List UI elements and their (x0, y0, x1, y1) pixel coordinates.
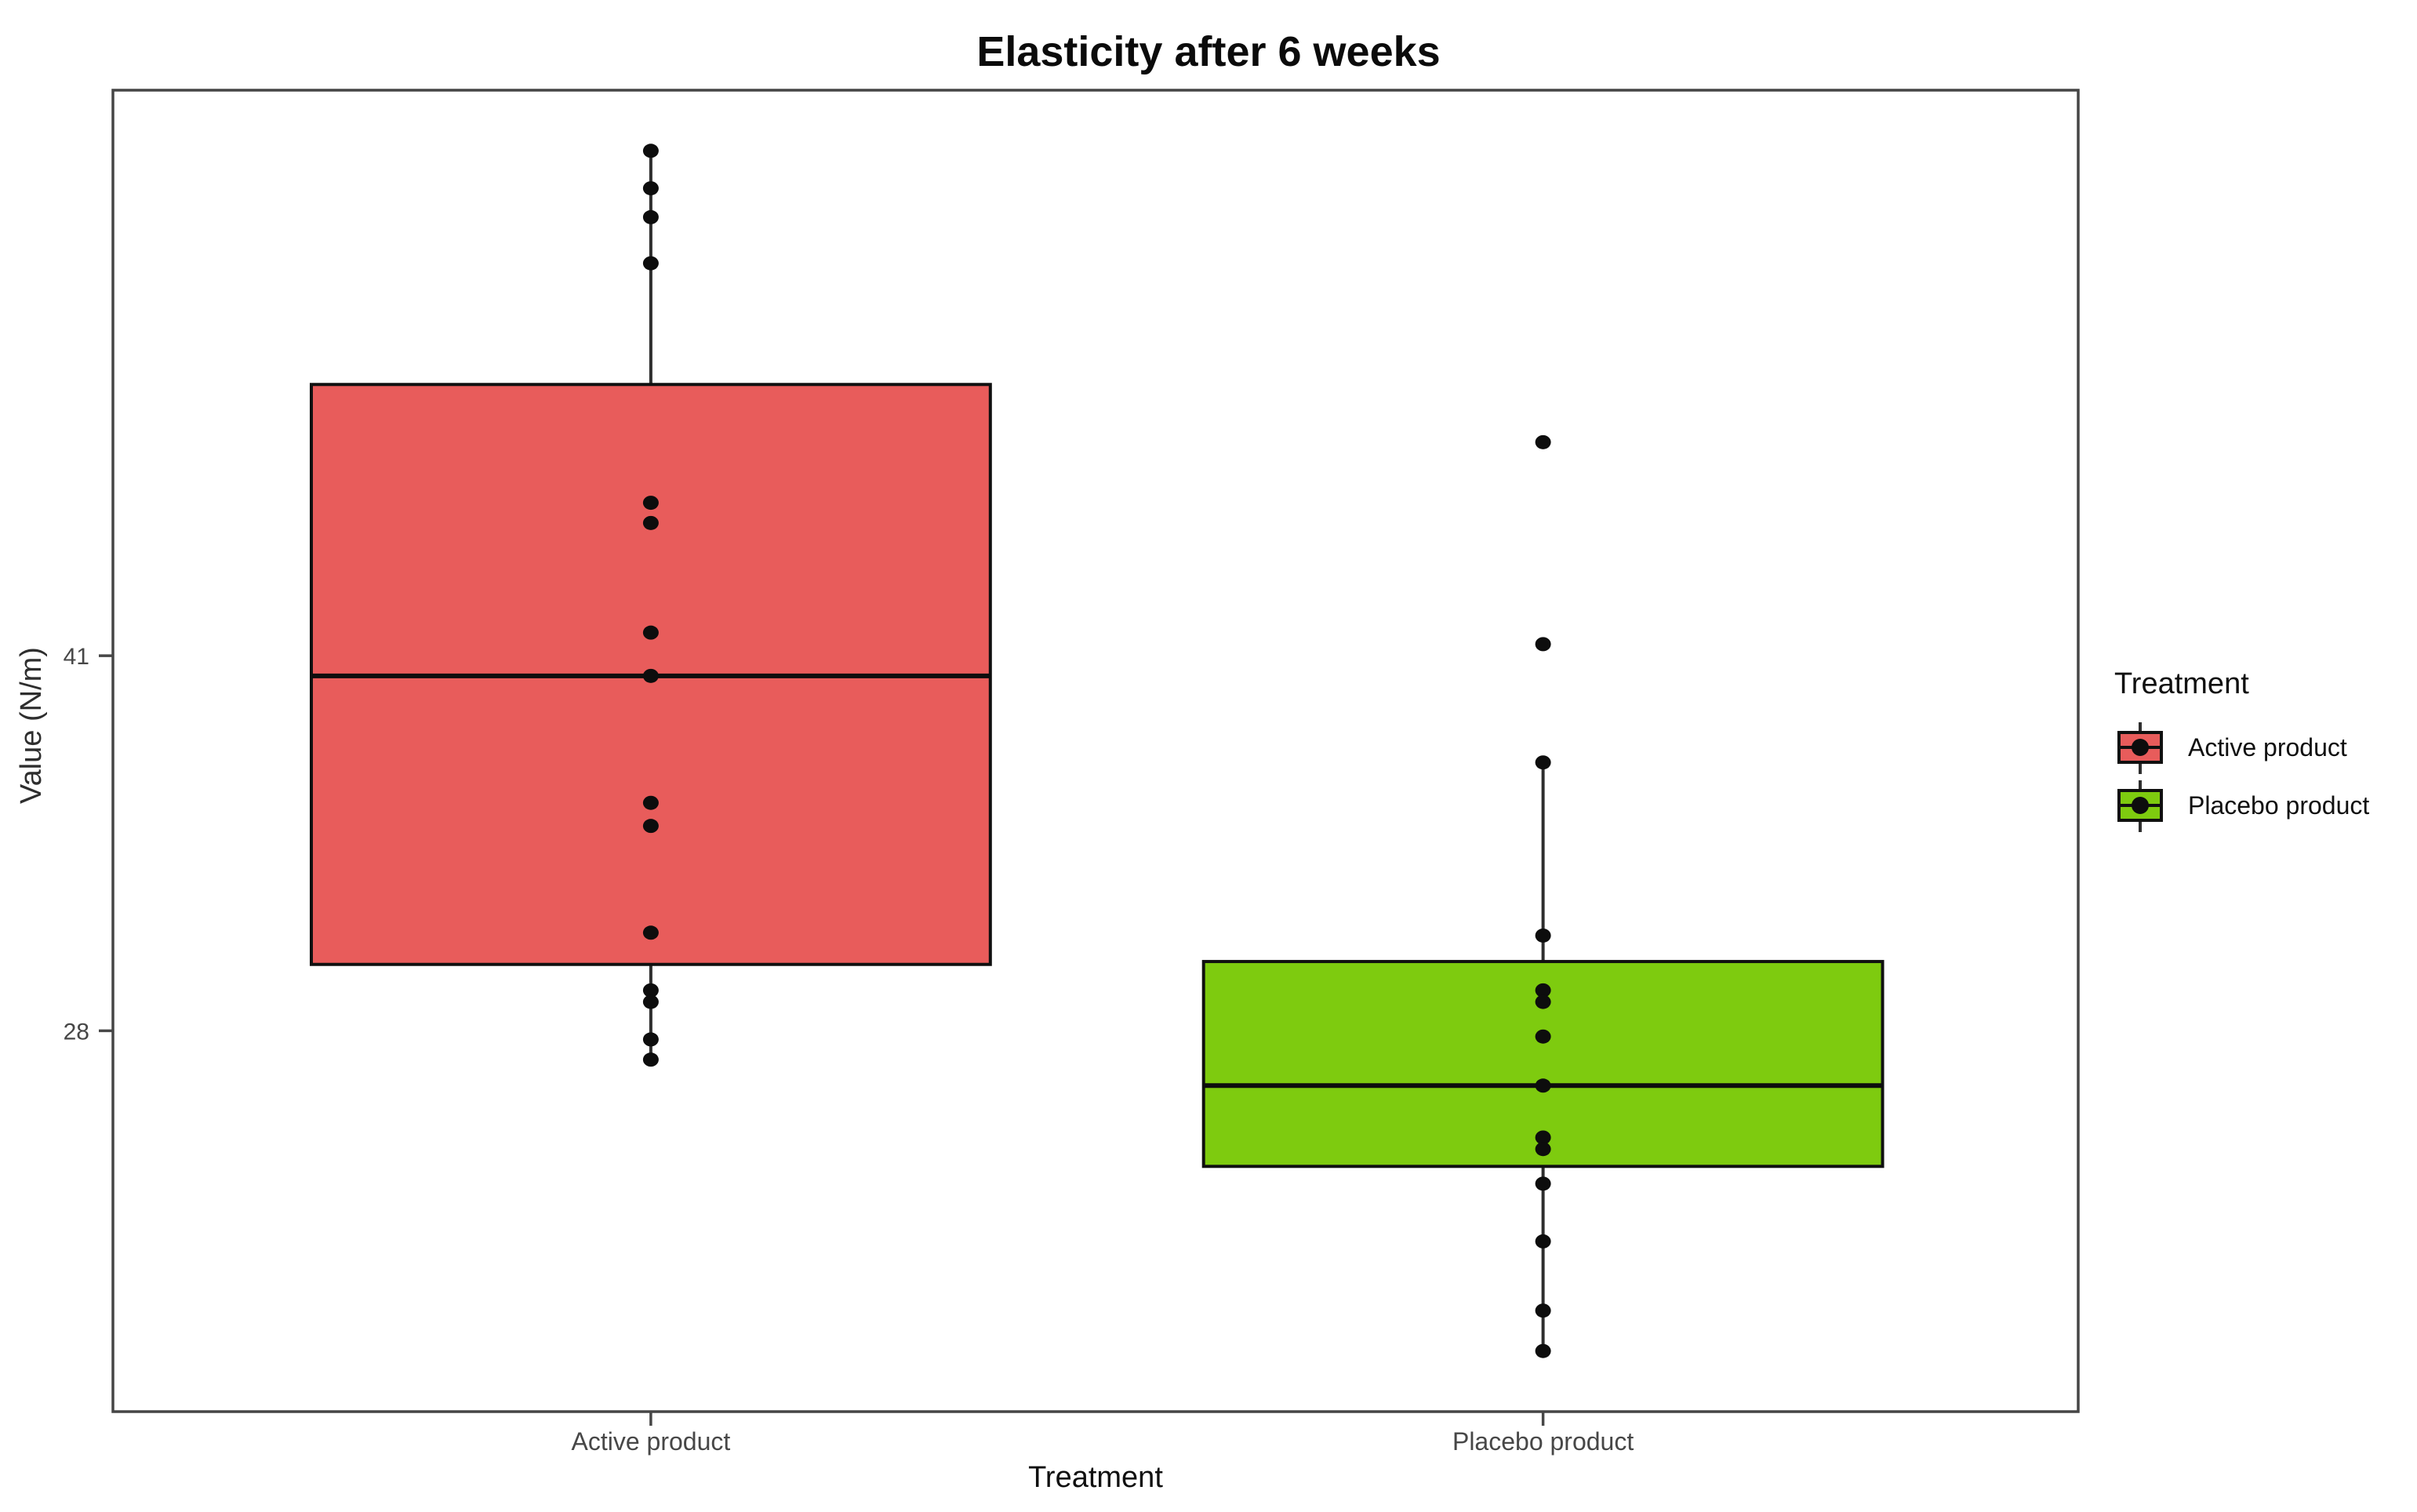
data-point-placebo-product (1535, 983, 1551, 998)
data-point-placebo-product (1535, 1029, 1551, 1044)
data-point-placebo-product (1535, 994, 1551, 1009)
data-point-active-product (642, 1052, 659, 1067)
data-point-placebo-product (1535, 755, 1551, 770)
data-point-placebo-product (1535, 1142, 1551, 1157)
data-point-active-product (642, 925, 659, 940)
data-point-placebo-product (1535, 928, 1551, 943)
data-point-placebo-product (1535, 1303, 1551, 1318)
data-point-active-product (642, 983, 659, 998)
y-axis-title: Value (N/m) (15, 647, 48, 804)
x-axis-title: Treatment (1028, 1461, 1163, 1494)
data-point-placebo-product (1535, 1176, 1551, 1191)
legend-item-label: Placebo product (2188, 791, 2369, 820)
legend: Treatment Active product Placebo product (2114, 667, 2369, 832)
legend-item-placebo-product: Placebo product (2117, 780, 2369, 832)
data-point-active-product (642, 795, 659, 810)
data-point-active-product (642, 209, 659, 224)
x-tick-label: Placebo product (1452, 1427, 1634, 1456)
data-point-active-product (642, 144, 659, 158)
data-point-placebo-product (1535, 1343, 1551, 1358)
data-point-placebo-product (1535, 1130, 1551, 1145)
data-point-active-product (642, 181, 659, 196)
x-tick-label: Active product (572, 1427, 731, 1456)
data-point-active-product (642, 668, 659, 683)
data-point-active-product (642, 625, 659, 640)
legend-item-label: Active product (2188, 733, 2347, 761)
legend-key-point-icon (2132, 739, 2149, 756)
data-point-placebo-product (1535, 1078, 1551, 1093)
legend-title: Treatment (2114, 667, 2249, 700)
y-tick-label: 41 (64, 644, 89, 670)
data-point-active-product (642, 256, 659, 271)
y-tick-label: 28 (64, 1019, 89, 1045)
plot-layer: 41 28 Active product Placebo product (64, 144, 1885, 1456)
data-point-placebo-product (1535, 1234, 1551, 1248)
legend-item-active-product: Active product (2117, 722, 2347, 774)
data-point-active-product (642, 515, 659, 530)
legend-key-point-icon (2132, 797, 2149, 814)
data-point-active-product (642, 819, 659, 834)
data-point-active-product (642, 1032, 659, 1047)
chart-title: Elasticity after 6 weeks (976, 28, 1440, 75)
data-point-placebo-product (1535, 637, 1551, 652)
data-point-placebo-product (1535, 434, 1551, 449)
data-point-active-product (642, 994, 659, 1009)
data-point-active-product (642, 496, 659, 511)
